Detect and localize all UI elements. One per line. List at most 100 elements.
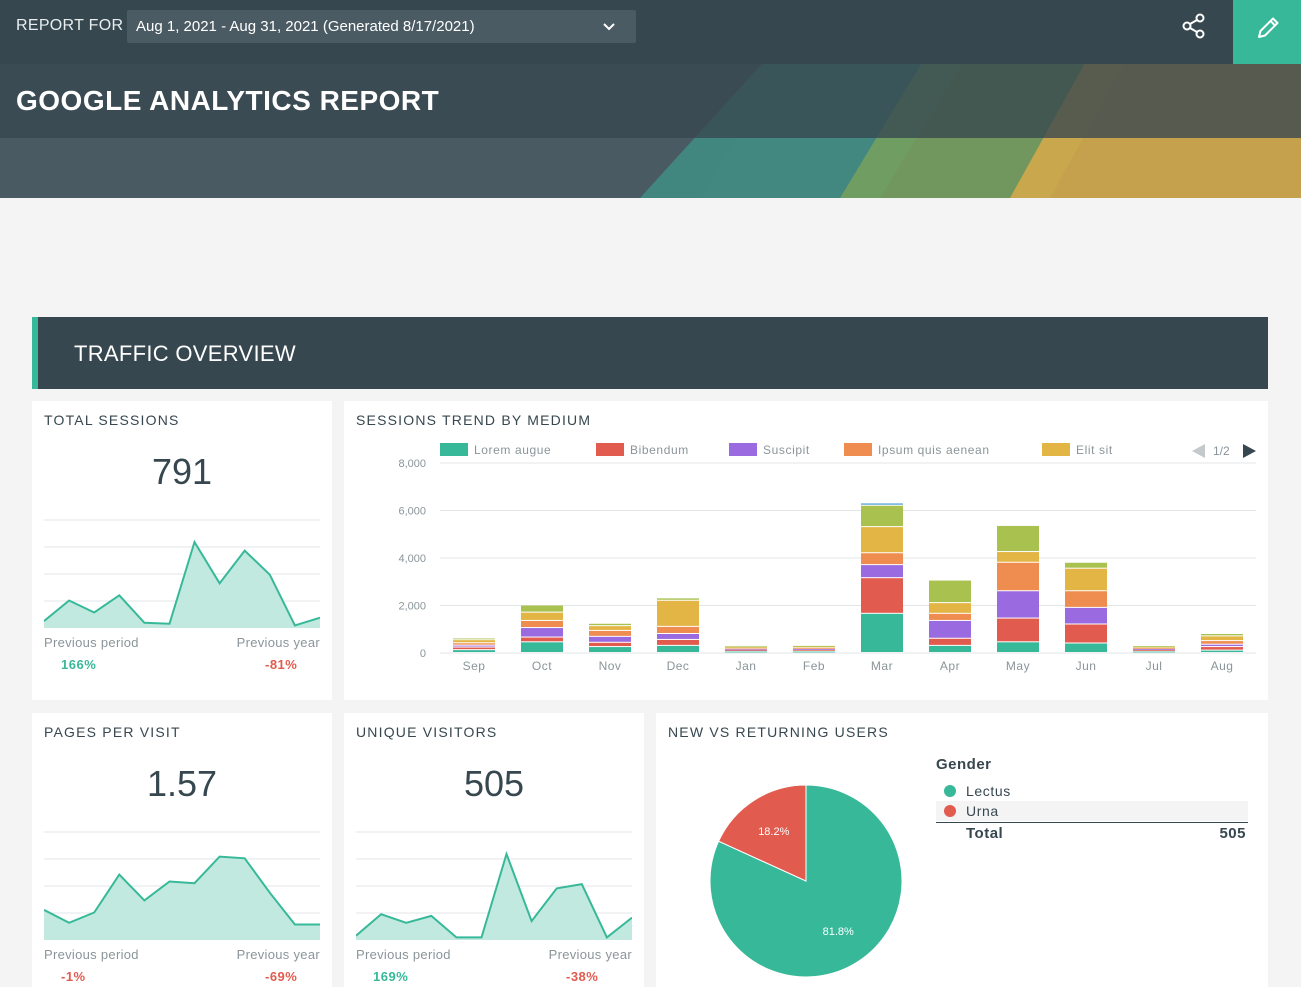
bar-segment[interactable] <box>521 620 563 628</box>
bar-segment[interactable] <box>929 638 971 645</box>
bar-segment[interactable] <box>997 642 1039 652</box>
pie-slice[interactable] <box>709 784 903 978</box>
pencil-icon <box>1258 17 1279 38</box>
bar-segment[interactable] <box>657 626 699 633</box>
bar-segment[interactable] <box>997 562 1039 591</box>
bar-segment[interactable] <box>1065 624 1107 643</box>
bar-segment[interactable] <box>1133 651 1175 653</box>
bar-segment[interactable] <box>589 626 631 630</box>
date-range-value: Aug 1, 2021 - Aug 31, 2021 (Generated 8/… <box>136 18 475 35</box>
bar-segment[interactable] <box>1065 562 1107 568</box>
bar-segment[interactable] <box>725 651 767 653</box>
bar-segment[interactable] <box>793 649 835 651</box>
bar-segment[interactable] <box>997 525 1039 552</box>
bar-segment[interactable] <box>929 620 971 638</box>
edit-button[interactable] <box>1233 0 1301 64</box>
bar-segment[interactable] <box>997 591 1039 618</box>
sparkline-line <box>44 855 320 926</box>
card-title: UNIQUE VISITORS <box>356 724 498 740</box>
bar-segment[interactable] <box>725 647 767 648</box>
report-header: REPORT FOR Aug 1, 2021 - Aug 31, 2021 (G… <box>0 0 1301 198</box>
bar-segment[interactable] <box>521 642 563 652</box>
bar-segment[interactable] <box>793 645 835 647</box>
bar-segment[interactable] <box>453 647 495 650</box>
bar-segment[interactable] <box>861 578 903 613</box>
bar-segment[interactable] <box>657 600 699 626</box>
bar-segment[interactable] <box>929 603 971 613</box>
bar-segment[interactable] <box>929 613 971 620</box>
bar-segment[interactable] <box>657 645 699 652</box>
bar-segment[interactable] <box>1133 648 1175 650</box>
bar-segment[interactable] <box>521 637 563 642</box>
prev-page-icon[interactable] <box>1191 444 1207 458</box>
bar-segment[interactable] <box>657 598 699 600</box>
sessions-trend-chart: 8,000 6,000 4,000 2,000 0 Sep Oct Nov Dec Jan Feb M… <box>398 458 1256 673</box>
bar-segment[interactable] <box>1065 643 1107 653</box>
y-tick-label: 6,000 <box>398 506 426 518</box>
title-band <box>0 64 1301 138</box>
bar-segment[interactable] <box>657 639 699 645</box>
bar-segment[interactable] <box>1201 636 1243 641</box>
bar-segment[interactable] <box>861 613 903 652</box>
bar-segment[interactable] <box>453 640 495 643</box>
bar-segment[interactable] <box>1133 650 1175 651</box>
bar-segment[interactable] <box>453 638 495 640</box>
bar-segment[interactable] <box>929 580 971 603</box>
date-range-select[interactable]: Aug 1, 2021 - Aug 31, 2021 (Generated 8/… <box>127 10 636 43</box>
bar-segment[interactable] <box>725 646 767 648</box>
bar-segment[interactable] <box>589 623 631 626</box>
bar-segment[interactable] <box>657 634 699 639</box>
bar-segment[interactable] <box>453 645 495 647</box>
next-page-icon[interactable] <box>1241 444 1257 458</box>
bar-segment[interactable] <box>1201 634 1243 636</box>
bar-segment[interactable] <box>589 630 631 636</box>
legend-label: Bibendum <box>630 443 689 457</box>
bar-segment[interactable] <box>997 552 1039 562</box>
bar-segment[interactable] <box>1133 649 1175 650</box>
bar-segment[interactable] <box>589 642 631 647</box>
total-sessions-value: 791 <box>151 451 213 492</box>
bar-segment[interactable] <box>793 651 835 653</box>
pie-legend-title: Gender <box>936 756 992 773</box>
unique-visitors-sparkline <box>356 831 632 940</box>
bar-segment[interactable] <box>521 605 563 612</box>
bar-segment[interactable] <box>521 628 563 637</box>
bar-segment[interactable] <box>453 643 495 645</box>
bar-segment[interactable] <box>589 636 631 642</box>
bar-segment[interactable] <box>1201 641 1243 644</box>
bar-segment[interactable] <box>861 565 903 578</box>
bar-segment[interactable] <box>1133 646 1175 648</box>
bar-segment[interactable] <box>793 646 835 648</box>
pie-slice-label: 18.2% <box>758 826 789 838</box>
legend-page-indicator: 1/2 <box>1213 444 1230 458</box>
chevron-down-icon <box>603 23 615 31</box>
bar-segment[interactable] <box>929 645 971 652</box>
bar-segment[interactable] <box>997 618 1039 642</box>
bar-segment[interactable] <box>861 505 903 527</box>
pages-per-visit-sparkline <box>44 831 320 940</box>
bar-segment[interactable] <box>1065 607 1107 624</box>
bar-segment[interactable] <box>1201 650 1243 652</box>
previous-period-label: Previous period <box>356 947 451 962</box>
bar-segment[interactable] <box>521 612 563 620</box>
bar-segment[interactable] <box>861 553 903 565</box>
bar-segment[interactable] <box>793 649 835 650</box>
bar-segment[interactable] <box>861 527 903 553</box>
bar-segment[interactable] <box>725 650 767 651</box>
pie-slice[interactable] <box>717 784 807 882</box>
bar-segment[interactable] <box>1133 646 1175 647</box>
bar-segment[interactable] <box>1201 647 1243 650</box>
bar-segment[interactable] <box>1065 591 1107 607</box>
bar-segment[interactable] <box>725 648 767 650</box>
legend-swatch <box>596 443 624 456</box>
share-button[interactable] <box>1178 10 1212 44</box>
bar-segment[interactable] <box>1201 644 1243 647</box>
bar-segment[interactable] <box>725 649 767 651</box>
bar-segment[interactable] <box>1065 568 1107 591</box>
bar-segment[interactable] <box>793 648 835 650</box>
share-icon <box>1182 13 1205 39</box>
bar-segment[interactable] <box>453 650 495 652</box>
bar-segment[interactable] <box>589 647 631 652</box>
previous-year-label: Previous year <box>548 947 632 962</box>
bar-segment[interactable] <box>861 503 903 505</box>
